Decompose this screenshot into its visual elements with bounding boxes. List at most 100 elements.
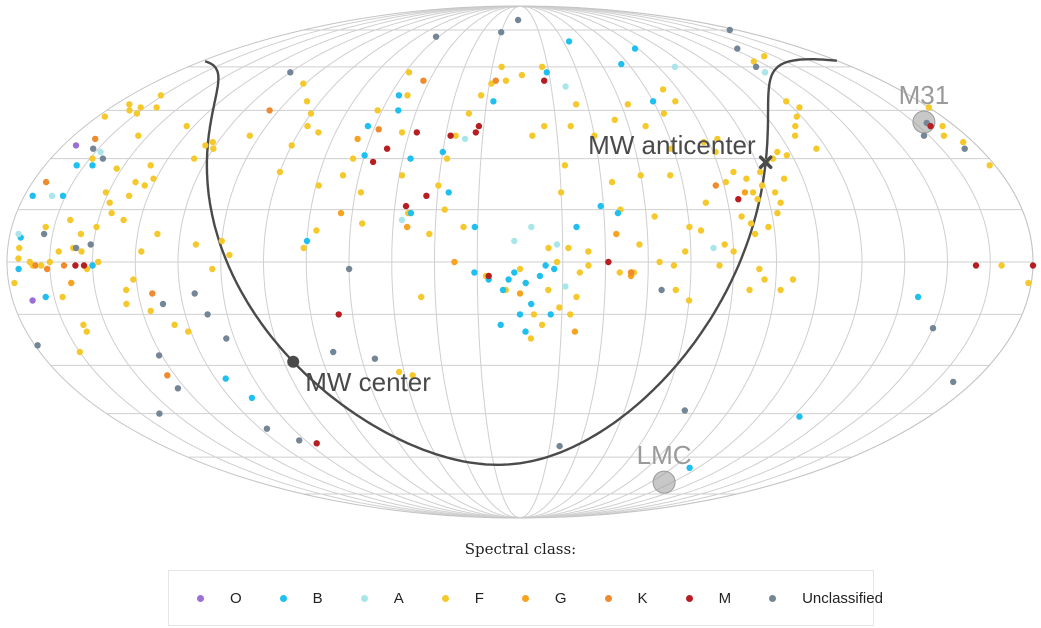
point-u [223, 335, 230, 342]
point-f [670, 262, 678, 269]
point-f [357, 189, 365, 196]
point-f [712, 148, 719, 156]
point-u [99, 155, 107, 162]
point-f [682, 248, 689, 255]
point-f [656, 258, 663, 266]
point-u [345, 265, 353, 273]
point-g [741, 189, 749, 196]
point-f [702, 199, 709, 206]
legend-swatch [604, 594, 612, 602]
point-f [747, 220, 755, 227]
point-b [59, 192, 67, 199]
point-m [80, 262, 88, 269]
point-f [659, 86, 667, 93]
point-m [472, 129, 479, 136]
point-f [395, 368, 403, 376]
mw-anticenter-marker [758, 155, 773, 169]
mw-center-label: MW center [305, 367, 431, 397]
point-u [155, 352, 163, 359]
point-g [451, 258, 458, 266]
point-u [556, 442, 563, 450]
point-f [756, 265, 763, 273]
point-u [950, 378, 957, 386]
point-f [730, 168, 737, 176]
point-f [150, 175, 157, 182]
legend-swatch [769, 594, 777, 602]
point-f [667, 145, 674, 152]
point-f [585, 262, 592, 269]
meridian-line [519, 5, 735, 519]
point-f [202, 142, 209, 149]
legend-swatch [685, 594, 693, 602]
point-g [571, 328, 579, 335]
point-u [514, 16, 522, 24]
point-m [475, 122, 483, 130]
point-f [190, 155, 198, 162]
point-u [34, 342, 41, 349]
galactic-plane-curve [204, 60, 295, 363]
point-m [335, 311, 342, 318]
point-f [460, 223, 467, 231]
meridian-line [519, 5, 692, 519]
point-f [78, 248, 85, 255]
point-b [395, 92, 403, 99]
point-f [925, 104, 932, 111]
point-f [126, 101, 133, 108]
legend-swatch [521, 594, 529, 602]
point-f [157, 92, 165, 99]
point-g [68, 279, 75, 287]
point-f [774, 148, 781, 156]
point-k [712, 182, 719, 189]
point-f [1025, 279, 1032, 287]
point-f [686, 223, 693, 231]
point-f [672, 98, 679, 105]
point-f [637, 172, 644, 179]
point-m [605, 258, 612, 266]
point-f [765, 223, 772, 231]
point-f [608, 178, 616, 186]
point-u [191, 290, 198, 297]
point-f [113, 165, 120, 172]
meridian-line [305, 5, 521, 519]
sky-outline [6, 5, 1034, 519]
point-f [398, 172, 406, 179]
point-f [452, 132, 459, 139]
point-u [72, 244, 80, 252]
point-f [101, 113, 109, 120]
point-f [721, 241, 728, 248]
point-m [423, 192, 430, 199]
point-m [447, 132, 454, 139]
point-b [551, 265, 558, 273]
point-f [38, 262, 45, 269]
point-b [796, 413, 803, 420]
point-f [624, 101, 631, 108]
point-f [761, 276, 768, 283]
point-b [73, 162, 80, 169]
point-f [315, 129, 322, 136]
point-f [585, 248, 592, 255]
point-b [89, 162, 96, 169]
point-f [730, 248, 737, 255]
point-f [572, 101, 580, 108]
point-f [527, 335, 535, 342]
point-f [672, 286, 679, 294]
point-f [477, 92, 485, 99]
point-f [218, 237, 225, 245]
point-m [927, 122, 934, 130]
point-f [576, 269, 583, 276]
point-f [529, 132, 536, 139]
point-u [681, 407, 688, 414]
legend-label: A [393, 589, 404, 607]
meridian-line [519, 5, 649, 519]
point-k [60, 262, 68, 269]
legend-title: Spectral class: [464, 540, 577, 558]
point-f [516, 265, 524, 273]
point-f [791, 132, 799, 139]
point-u [156, 410, 163, 417]
point-f [304, 122, 311, 130]
point-f [530, 311, 538, 318]
coordinate-grid [6, 5, 1034, 519]
point-b [614, 209, 622, 217]
data-points [11, 16, 1037, 471]
point-u [330, 348, 337, 356]
